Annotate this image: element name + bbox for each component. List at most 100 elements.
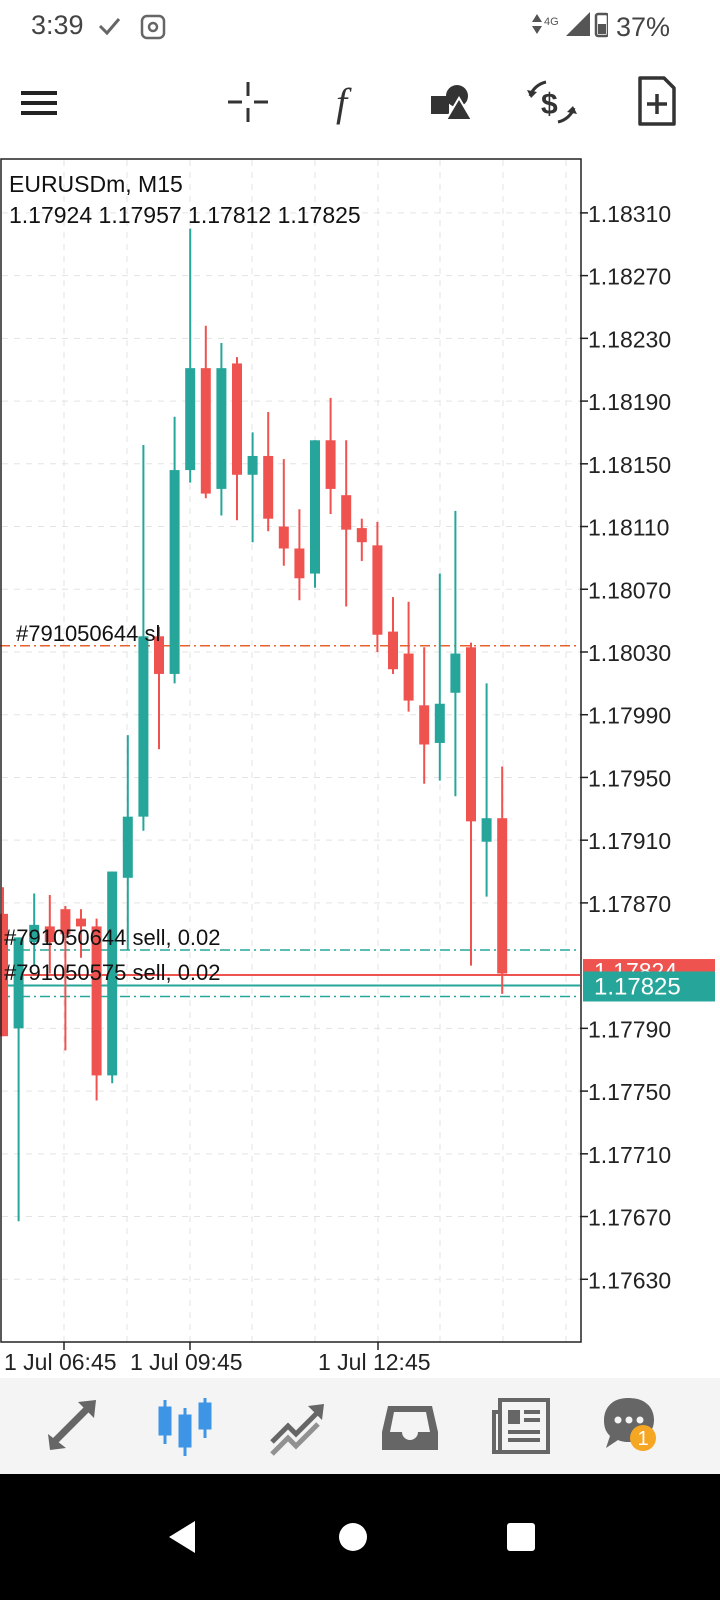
order-label-1[interactable]: #791050644 sell, 0.02 [4,925,221,950]
candle [216,343,227,516]
candle-body [91,926,102,1076]
candle-body [419,705,430,745]
svg-text:$: $ [541,88,558,121]
y-tick-label: 1.18150 [588,452,671,478]
chart-grid [2,160,580,1342]
status-right: 4G 37% [528,10,670,43]
candle-body [434,703,445,743]
candle [263,412,274,532]
candle [232,357,242,521]
candle [403,601,414,712]
sl-label[interactable]: #791050644 sl [16,621,160,646]
candle-body [200,368,211,494]
candle [29,893,40,966]
y-tick-label: 1.18110 [588,515,669,541]
candle-body [29,924,40,943]
symbol-change-icon[interactable]: $ [524,74,580,130]
candle [138,444,149,831]
candle-body [154,636,164,674]
chart-toolbar: f $ [0,56,720,152]
candle [76,909,86,958]
menu-icon[interactable] [12,74,68,130]
quotes-icon[interactable] [36,1392,108,1460]
candle-body [185,368,196,471]
system-navigation-bar [0,1474,720,1600]
y-tick-label: 1.18230 [588,326,671,352]
chart-frame [0,158,582,1343]
candle-body [356,528,367,543]
chart-candles [0,228,508,1222]
x-tick-label: 1 Jul 12:45 [318,1349,431,1375]
candle [294,509,305,601]
chart-axes: 1.18310 1.18270 1.18230 1.18190 1.18150 1.181… [4,201,671,1375]
y-tick-label: 1.17990 [588,703,671,729]
x-tick-label: 1 Jul 09:45 [130,1349,243,1375]
candle-body [122,816,133,878]
candle-body [0,913,8,1037]
chart-canvas[interactable]: 1.18310 1.18270 1.18230 1.18190 1.18150 1.181… [0,158,720,1378]
y-tick-label: 1.18270 [588,264,671,290]
x-tick-label: 1 Jul 06:45 [4,1349,117,1375]
history-icon[interactable] [374,1392,446,1460]
candle [91,918,102,1101]
candle [434,573,445,781]
status-bar: 3:39 4G 37% [0,0,720,54]
network-type: 4G [544,16,559,28]
new-order-icon[interactable] [628,74,684,130]
y-tick-label: 1.18030 [588,640,671,666]
order-label-2[interactable]: #791050575 sell, 0.02 [4,960,221,985]
home-icon[interactable] [325,1509,381,1565]
candle-body [294,548,305,579]
trade-icon[interactable] [262,1392,334,1460]
last-price-tag [583,971,715,1002]
objects-icon[interactable] [424,74,480,130]
candle-body [138,636,149,817]
chart-ohlc: 1.17924 1.17957 1.17812 1.17825 [9,202,361,228]
y-tick-label: 1.18310 [588,201,671,227]
candle-body [13,937,24,1029]
candle [185,228,196,483]
candle [372,521,383,652]
candle-body [466,647,476,822]
candle [497,766,508,994]
y-tick-label: 1.18190 [588,389,671,415]
candle [44,895,55,974]
candle-body [450,653,461,693]
status-notification-icons [98,14,166,40]
candle [466,642,476,966]
chart-icon[interactable] [149,1392,221,1460]
candle [278,459,289,566]
recents-icon[interactable] [493,1509,549,1565]
bottom-navigation: 1 [0,1378,720,1474]
y-tick-label: 1.17710 [588,1142,671,1168]
chat-icon[interactable]: 1 [598,1392,670,1460]
candle [60,906,71,1051]
candle [169,416,180,684]
price-chart[interactable]: 1.18310 1.18270 1.18230 1.18190 1.18150 1.181… [0,158,720,1378]
candle-body [247,455,258,475]
candle [247,432,258,543]
candle-body [372,545,383,635]
candle [419,647,430,784]
y-tick-label: 1.17790 [588,1016,671,1042]
crosshair-icon[interactable] [220,74,276,130]
y-tick-label: 1.17950 [588,765,671,791]
candle [13,937,24,1222]
candle-body [76,918,86,927]
y-tick-label: 1.17630 [588,1267,671,1293]
y-tick-label: 1.17670 [588,1205,671,1231]
candle-body [481,818,492,842]
indicators-icon[interactable]: f [322,74,378,130]
chat-badge [630,1425,656,1451]
candle [0,887,8,1037]
candle-body [403,653,414,701]
candle-body [216,368,227,489]
back-icon[interactable] [155,1509,211,1565]
y-tick-label: 1.18070 [588,577,671,603]
candle-body [232,363,242,475]
candle-body [60,909,71,935]
candle-body [310,440,320,574]
candle-body [325,440,336,489]
news-icon[interactable] [486,1392,558,1460]
